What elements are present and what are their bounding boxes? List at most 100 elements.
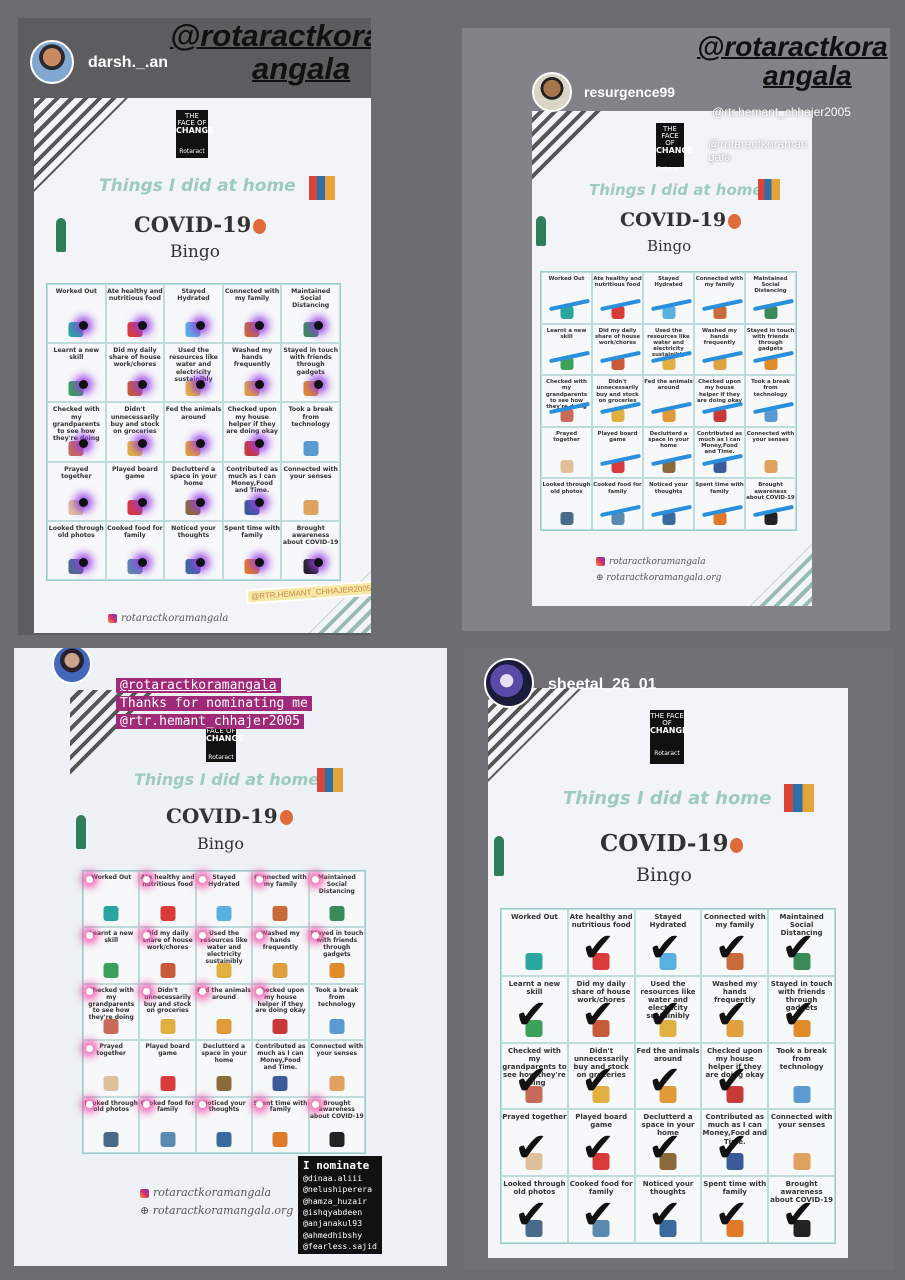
bingo-cell[interactable]: Worked Out <box>541 272 592 324</box>
bingo-cell[interactable]: Declutterd a space in your home <box>634 1109 702 1177</box>
bingo-cell[interactable]: Didn't unnecessarily buy and stock on gr… <box>105 402 165 462</box>
bingo-cell[interactable]: Checked with my grandparents to see how … <box>47 402 106 462</box>
bingo-cell[interactable]: Checked upon my house helper if they are… <box>252 983 309 1041</box>
bingo-cell[interactable]: Checked with my grandparents to see how … <box>83 983 140 1041</box>
bingo-cell[interactable]: Connected with your senses <box>308 1040 365 1097</box>
bingo-cell[interactable]: Stayed Hydrated <box>643 272 694 324</box>
bingo-cell[interactable]: Worked Out <box>501 909 568 976</box>
bingo-cell[interactable]: Fed the animals around <box>643 375 694 427</box>
nominee-mention[interactable]: @ishqyabdeen <box>303 1207 363 1218</box>
bingo-cell[interactable]: Maintained Social Distancing <box>281 284 340 344</box>
bingo-cell[interactable]: Connected with my family <box>252 871 309 928</box>
bingo-cell[interactable]: Washed my hands frequently <box>252 927 309 984</box>
nominee-mention[interactable]: @anjanakul93 <box>303 1218 363 1229</box>
bingo-cell[interactable]: Used the resources like water and electr… <box>164 343 223 403</box>
bingo-cell[interactable]: Brought awareness about COVID-19 <box>745 478 796 530</box>
bingo-cell[interactable]: Checked upon my house helper if they are… <box>694 375 745 427</box>
nominee-mention[interactable]: @dinaa.aliii <box>303 1173 363 1184</box>
bingo-cell[interactable]: Checked with my grandparents to see how … <box>501 1042 568 1110</box>
bingo-cell[interactable]: Brought awareness about COVID-19 <box>768 1176 835 1243</box>
bingo-cell[interactable]: Stayed in touch with friends through gad… <box>745 323 796 376</box>
bingo-cell[interactable]: Noticed your thoughts <box>634 1176 702 1243</box>
bingo-cell[interactable]: Connected with your senses <box>745 426 796 479</box>
bingo-cell[interactable]: Played board game <box>592 426 643 479</box>
bingo-cell[interactable]: Stayed in touch with friends through gad… <box>281 343 340 403</box>
bingo-cell[interactable]: Spent time with family <box>694 478 745 530</box>
bingo-cell[interactable]: Connected with my family <box>222 284 282 344</box>
tag-sticker[interactable]: @rtr.hemant_chhajer2005 <box>712 105 851 119</box>
sticker-line[interactable]: @rtr.hemant_chhajer2005 <box>116 714 305 729</box>
username[interactable]: darsh._.an <box>88 54 169 71</box>
bingo-cell[interactable]: Fed the animals around <box>195 983 253 1041</box>
bingo-cell[interactable]: Learnt a new skill <box>541 323 592 376</box>
username[interactable]: chamathka_jithini_ <box>108 654 224 670</box>
bingo-cell[interactable]: Cooked food for family <box>105 520 165 580</box>
tag-sticker[interactable]: @rotaractkoraman gala <box>708 137 808 165</box>
bingo-cell[interactable]: Maintained Social Distancing <box>768 909 835 976</box>
bingo-cell[interactable]: Checked upon my house helper if they are… <box>222 402 282 462</box>
bingo-cell[interactable]: Learnt a new skill <box>83 927 140 984</box>
username[interactable]: resurgence99 <box>584 84 676 100</box>
bingo-cell[interactable]: Looked through old photos <box>541 478 592 530</box>
bingo-cell[interactable]: Took a break from technology <box>768 1042 835 1110</box>
bingo-cell[interactable]: Took a break from technology <box>281 402 340 462</box>
bingo-cell[interactable]: Cooked food for family <box>139 1096 196 1153</box>
bingo-cell[interactable]: Ate healthy and nutritious food <box>105 284 165 344</box>
bingo-cell[interactable]: Did my daily share of house work/chores <box>567 975 635 1043</box>
nominee-mention[interactable]: @ahmedhibshy <box>303 1229 363 1240</box>
bingo-cell[interactable]: Fed the animals around <box>634 1042 702 1110</box>
bingo-cell[interactable]: Ate healthy and nutritious food <box>592 272 643 324</box>
mention-sticker[interactable]: @rotaractkora angala <box>697 32 888 91</box>
bingo-cell[interactable]: Contributed as much as I can Money,Food … <box>694 426 745 479</box>
bingo-cell[interactable]: Stayed Hydrated <box>164 284 223 344</box>
bingo-cell[interactable]: Connected with my family <box>701 909 769 976</box>
bingo-cell[interactable]: Connected with my family <box>694 272 745 324</box>
bingo-cell[interactable]: Stayed Hydrated <box>195 871 253 928</box>
bingo-cell[interactable]: Connected with your senses <box>281 461 340 521</box>
bingo-cell[interactable]: Brought awareness about COVID-19 <box>281 520 340 580</box>
bingo-cell[interactable]: Worked Out <box>47 284 106 344</box>
bingo-cell[interactable]: Noticed your thoughts <box>195 1096 253 1153</box>
bingo-cell[interactable]: Contributed as much as I can Money,Food … <box>701 1109 769 1177</box>
bingo-cell[interactable]: Ate healthy and nutritious food <box>567 909 635 976</box>
bingo-cell[interactable]: Checked upon my house helper if they are… <box>701 1042 769 1110</box>
bingo-cell[interactable]: Maintained Social Distancing <box>745 272 796 324</box>
bingo-cell[interactable]: Washed my hands frequently <box>222 343 282 403</box>
bingo-cell[interactable]: Checked with my grandparents to see how … <box>541 375 592 427</box>
bingo-cell[interactable]: Learnt a new skill <box>47 343 106 403</box>
username[interactable]: sheetal_26_01 <box>548 676 657 693</box>
bingo-cell[interactable]: Noticed your thoughts <box>164 520 223 580</box>
bingo-cell[interactable]: Cooked food for family <box>567 1176 635 1243</box>
avatar[interactable] <box>30 40 74 84</box>
bingo-cell[interactable]: Looked through old photos <box>501 1176 568 1243</box>
bingo-cell[interactable]: Prayed together <box>501 1109 568 1177</box>
bingo-cell[interactable]: Didn't unnecessarily buy and stock on gr… <box>139 983 196 1041</box>
bingo-cell[interactable]: Didn't unnecessarily buy and stock on gr… <box>567 1042 635 1110</box>
bingo-cell[interactable]: Worked Out <box>83 871 140 928</box>
bingo-cell[interactable]: Declutterd a space in your home <box>164 461 223 521</box>
bingo-cell[interactable]: Played board game <box>105 461 165 521</box>
bingo-cell[interactable]: Played board game <box>567 1109 635 1177</box>
avatar[interactable] <box>52 648 92 684</box>
bingo-cell[interactable]: Didn't unnecessarily buy and stock on gr… <box>592 375 643 427</box>
bingo-cell[interactable]: Used the resources like water and electr… <box>643 323 694 376</box>
bingo-cell[interactable]: Spent time with family <box>222 520 282 580</box>
bingo-cell[interactable]: Spent time with family <box>252 1096 309 1153</box>
bingo-cell[interactable]: Washed my hands frequently <box>701 975 769 1043</box>
avatar[interactable] <box>532 72 572 112</box>
bingo-cell[interactable]: Took a break from technology <box>308 983 365 1041</box>
bingo-cell[interactable]: Contributed as much as I can Money,Food … <box>252 1040 309 1097</box>
bingo-cell[interactable]: Did my daily share of house work/chores <box>105 343 165 403</box>
sticker-line[interactable]: @rotaractkoramangala <box>116 678 281 693</box>
bingo-cell[interactable]: Contributed as much as I can Money,Food … <box>222 461 282 521</box>
bingo-cell[interactable]: Brought awareness about COVID-19 <box>308 1096 365 1153</box>
nominee-mention[interactable]: @nelushiperera <box>303 1184 373 1195</box>
bingo-cell[interactable]: Did my daily share of house work/chores <box>139 927 196 984</box>
nominee-mention[interactable]: @fearless.sajid <box>303 1241 377 1252</box>
nominee-mention[interactable]: @hamza_huzair <box>303 1195 368 1206</box>
bingo-cell[interactable]: Learnt a new skill <box>501 975 568 1043</box>
bingo-cell[interactable]: Looked through old photos <box>83 1096 140 1153</box>
bingo-cell[interactable]: Spent time with family <box>701 1176 769 1243</box>
bingo-cell[interactable]: Prayed together <box>47 461 106 521</box>
bingo-cell[interactable]: Stayed in touch with friends through gad… <box>768 975 835 1043</box>
